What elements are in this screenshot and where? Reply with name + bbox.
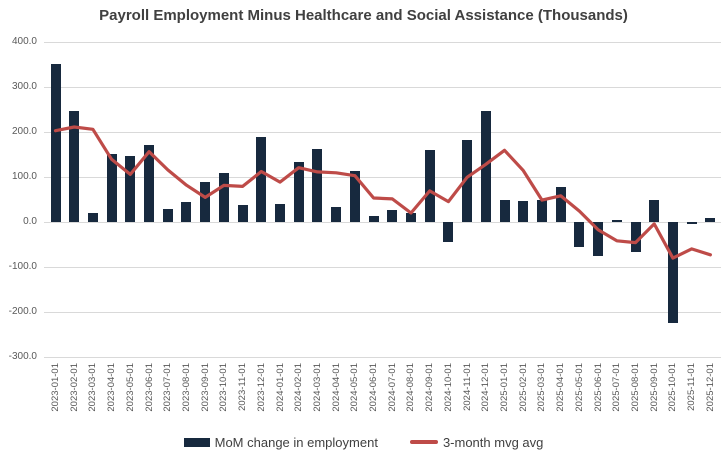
x-axis-label: 2024-12-01	[480, 363, 492, 412]
bar-2024-11-01	[462, 140, 473, 222]
y-axis-tick-label: 400.0	[11, 36, 37, 47]
legend-label-bars: MoM change in employment	[214, 434, 378, 450]
y-axis-tick-label: -100.0	[8, 261, 37, 272]
x-axis-label: 2023-10-01	[218, 363, 230, 412]
x-axis-label: 2025-03-01	[536, 363, 548, 412]
x-axis-label: 2023-06-01	[143, 363, 155, 412]
x-axis-label: 2023-05-01	[124, 363, 136, 412]
x-axis-label: 2024-03-01	[311, 363, 323, 412]
y-axis-tick-label: 100.0	[11, 171, 37, 182]
x-axis-label: 2025-11-01	[686, 363, 698, 411]
gridline	[44, 86, 721, 88]
bar-2025-07-01	[611, 219, 622, 222]
x-axis-label: 2025-08-01	[630, 363, 641, 412]
x-axis-label: 2025-05-01	[573, 363, 585, 412]
x-axis-label: 2023-09-01	[199, 363, 211, 412]
y-axis-tick-label: 300.0	[11, 81, 37, 92]
x-axis-label: 2024-06-01	[368, 363, 380, 412]
x-axis-label: 2023-04-01	[106, 363, 118, 412]
bar-2023-01-01	[50, 63, 61, 222]
x-axis-label: 2024-01-01	[274, 363, 286, 412]
bar-2024-10-01	[443, 222, 454, 242]
x-axis-label: 2025-04-01	[555, 363, 567, 412]
chart-title: Payroll Employment Minus Healthcare and …	[99, 7, 628, 24]
legend-item-line: 3-month mvg avg	[409, 434, 544, 450]
legend-label-line: 3-month mvg avg	[442, 434, 544, 450]
bar-2023-10-01	[218, 172, 229, 222]
bar-2024-04-01	[331, 207, 342, 222]
x-axis-label: 2025-10-01	[667, 363, 679, 412]
bar-2024-09-01	[424, 150, 435, 222]
x-axis-label: 2023-02-01	[68, 363, 80, 412]
bar-2025-12-01	[705, 217, 716, 222]
x-axis-label: 2024-04-01	[330, 363, 342, 412]
bar-2023-07-01	[162, 208, 173, 222]
bar-2023-09-01	[200, 181, 211, 222]
x-axis-label: 2023-03-01	[87, 363, 99, 412]
x-axis-label: 2023-12-01	[255, 363, 267, 412]
gridline	[44, 266, 721, 268]
y-axis-tick-label: -200.0	[8, 306, 37, 317]
bar-2024-03-01	[312, 149, 323, 222]
y-axis-tick-label: 0.0	[23, 216, 37, 227]
bar-2024-01-01	[275, 204, 286, 222]
gridline	[44, 41, 721, 43]
bar-2023-02-01	[69, 110, 80, 222]
bar-2023-04-01	[106, 153, 117, 222]
y-axis-tick-label: 200.0	[11, 126, 37, 137]
bar-2024-08-01	[405, 213, 416, 222]
bar-2024-05-01	[349, 170, 360, 222]
bar-2023-06-01	[144, 145, 155, 222]
bar-2025-06-01	[593, 222, 604, 256]
bar-2025-08-01	[630, 222, 641, 253]
bar-2024-06-01	[368, 216, 379, 222]
bar-2024-07-01	[387, 209, 398, 222]
gridline	[44, 311, 721, 313]
bar-2025-02-01	[518, 200, 529, 222]
x-axis-label: 2025-09-01	[648, 363, 660, 412]
x-axis-label: 2025-06-01	[592, 363, 604, 412]
x-axis-label: 2024-07-01	[386, 363, 398, 412]
bar-2025-01-01	[499, 199, 510, 222]
line-series-swatch	[409, 440, 438, 444]
gridline	[44, 131, 721, 133]
bar-2024-02-01	[293, 162, 304, 222]
x-axis-label: 2024-02-01	[293, 363, 305, 412]
bar-2025-05-01	[574, 222, 585, 247]
bar-2024-12-01	[480, 110, 491, 222]
legend: MoM change in employment 3-month mvg avg	[0, 431, 727, 453]
bar-2025-11-01	[686, 222, 697, 225]
y-axis-tick-label: -300.0	[8, 351, 37, 362]
x-axis-label: 2025-07-01	[611, 363, 623, 412]
bar-series-swatch	[183, 437, 210, 447]
x-axis-label: 2023-11-01	[237, 363, 249, 411]
bar-2023-08-01	[181, 202, 192, 222]
bar-2023-11-01	[237, 205, 248, 222]
x-axis-label: 2024-09-01	[424, 363, 436, 412]
bar-2023-05-01	[125, 156, 136, 222]
x-axis-label: 2023-01-01	[50, 363, 61, 412]
x-axis-label: 2025-12-01	[704, 363, 716, 412]
bar-2025-10-01	[667, 222, 678, 323]
x-axis-label: 2023-07-01	[162, 363, 174, 412]
x-axis-label: 2024-05-01	[349, 363, 361, 412]
bar-2023-12-01	[256, 136, 267, 222]
legend-item-bars: MoM change in employment	[183, 434, 378, 450]
bar-2025-04-01	[555, 186, 566, 222]
gridline	[44, 356, 721, 358]
x-axis-label: 2025-01-01	[499, 363, 511, 412]
bar-2025-09-01	[649, 199, 660, 222]
bar-2025-03-01	[536, 199, 547, 222]
bar-2023-03-01	[87, 213, 98, 222]
x-axis-label: 2023-08-01	[180, 363, 192, 412]
x-axis-label: 2024-10-01	[442, 363, 454, 412]
x-axis-label: 2024-08-01	[405, 363, 417, 412]
x-axis-label: 2025-02-01	[517, 363, 529, 412]
x-axis-label: 2024-11-01	[461, 363, 473, 411]
